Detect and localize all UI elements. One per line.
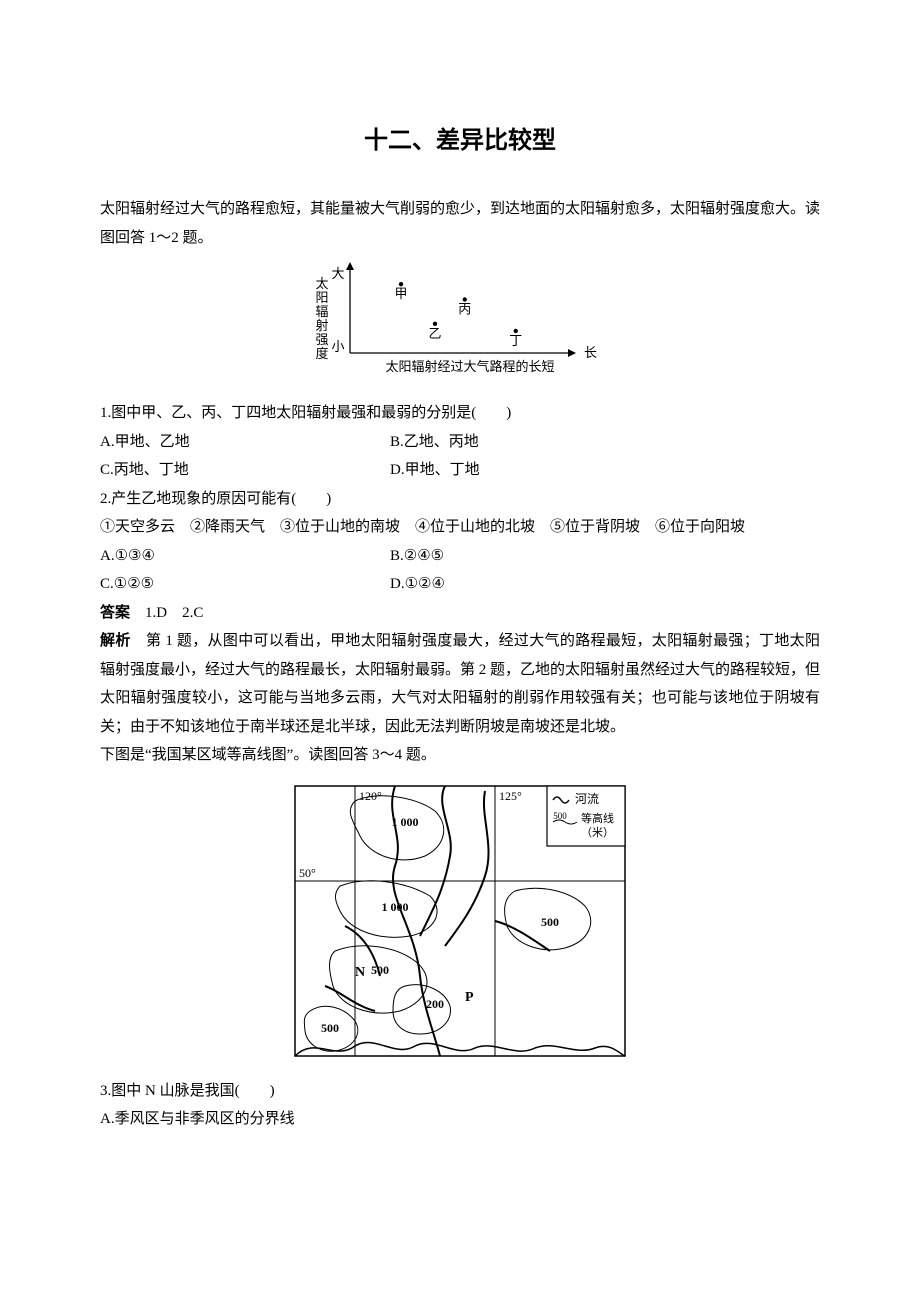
svg-text:500: 500	[553, 811, 567, 821]
page-title: 十二、差异比较型	[100, 120, 820, 155]
svg-text:P: P	[465, 990, 474, 1005]
q2-opt-c: C.①②⑤	[100, 570, 390, 599]
svg-text:甲: 甲	[394, 286, 407, 301]
explain-text: 第 1 题，从图中可以看出，甲地太阳辐射强度最大，经过大气的路程最短，太阳辐射最…	[100, 633, 820, 735]
svg-text:500: 500	[541, 915, 559, 929]
svg-text:长: 长	[584, 345, 597, 360]
svg-text:125°: 125°	[499, 789, 522, 803]
explain-label: 解析	[100, 632, 131, 649]
q2-opt-d: D.①②④	[390, 570, 445, 599]
svg-text:乙: 乙	[428, 326, 441, 341]
svg-text:太: 太	[315, 276, 328, 291]
q2-list: ①天空多云 ②降雨天气 ③位于山地的南坡 ④位于山地的北坡 ⑤位于背阴坡 ⑥位于…	[100, 513, 820, 542]
q2-options: A.①③④ B.②④⑤ C.①②⑤ D.①②④	[100, 542, 820, 599]
q2-stem: 2.产生乙地现象的原因可能有( )	[100, 485, 820, 514]
page: 十二、差异比较型 太阳辐射经过大气的路程愈短，其能量被大气削弱的愈少，到达地面的…	[0, 0, 920, 1302]
svg-text:大: 大	[331, 266, 344, 281]
q1-opt-c: C.丙地、丁地	[100, 456, 390, 485]
svg-text:丙: 丙	[458, 302, 471, 317]
svg-text:N: N	[355, 965, 365, 980]
svg-text:太阳辐射经过大气路程的长短: 太阳辐射经过大气路程的长短	[385, 359, 554, 374]
contour-map: 河流500等高线（米）120°125°50°1 0001 00050050020…	[285, 776, 635, 1066]
q1-opt-d: D.甲地、丁地	[390, 456, 480, 485]
svg-text:500: 500	[321, 1021, 339, 1035]
q1-opt-a: A.甲地、乙地	[100, 428, 390, 457]
q3-stem: 3.图中 N 山脉是我国( )	[100, 1077, 820, 1106]
intro-paragraph: 太阳辐射经过大气的路程愈短，其能量被大气削弱的愈少，到达地面的太阳辐射愈多，太阳…	[100, 195, 820, 252]
q1-opt-b: B.乙地、丙地	[390, 428, 479, 457]
svg-text:500: 500	[371, 963, 389, 977]
svg-text:丁: 丁	[509, 333, 522, 348]
svg-text:辐: 辐	[315, 304, 328, 319]
svg-text:度: 度	[315, 346, 328, 361]
answers-label: 答案	[100, 604, 130, 621]
svg-text:50°: 50°	[299, 866, 316, 880]
svg-text:200: 200	[426, 997, 444, 1011]
q2-opt-a: A.①③④	[100, 542, 390, 571]
q1-options: A.甲地、乙地 B.乙地、丙地 C.丙地、丁地 D.甲地、丁地	[100, 428, 820, 485]
answers-text: 1.D 2.C	[130, 605, 203, 621]
q3-opt-a: A.季风区与非季风区的分界线	[100, 1105, 820, 1134]
scatter-chart: 太阳辐射强度 大小 长太阳辐射经过大气路程的长短 甲乙 丙丁	[310, 258, 610, 388]
svg-text:1 000: 1 000	[392, 815, 419, 829]
q1-stem: 1.图中甲、乙、丙、丁四地太阳辐射最强和最弱的分别是( )	[100, 399, 820, 428]
svg-text:阳: 阳	[315, 290, 328, 305]
svg-text:等高线: 等高线	[581, 811, 614, 825]
map-intro: 下图是“我国某区域等高线图”。读图回答 3～4 题。	[100, 741, 820, 770]
svg-text:小: 小	[331, 339, 344, 354]
map-container: 河流500等高线（米）120°125°50°1 0001 00050050020…	[100, 776, 820, 1071]
explanation: 解析 第 1 题，从图中可以看出，甲地太阳辐射强度最大，经过大气的路程最短，太阳…	[100, 627, 820, 741]
svg-text:河流: 河流	[575, 792, 599, 806]
svg-text:射: 射	[315, 318, 328, 333]
q2-opt-b: B.②④⑤	[390, 542, 444, 571]
answers: 答案 1.D 2.C	[100, 599, 820, 628]
svg-text:（米）: （米）	[581, 826, 614, 839]
svg-text:强: 强	[315, 332, 328, 347]
scatter-chart-container: 太阳辐射强度 大小 长太阳辐射经过大气路程的长短 甲乙 丙丁	[100, 258, 820, 393]
svg-text:1 000: 1 000	[382, 900, 409, 914]
